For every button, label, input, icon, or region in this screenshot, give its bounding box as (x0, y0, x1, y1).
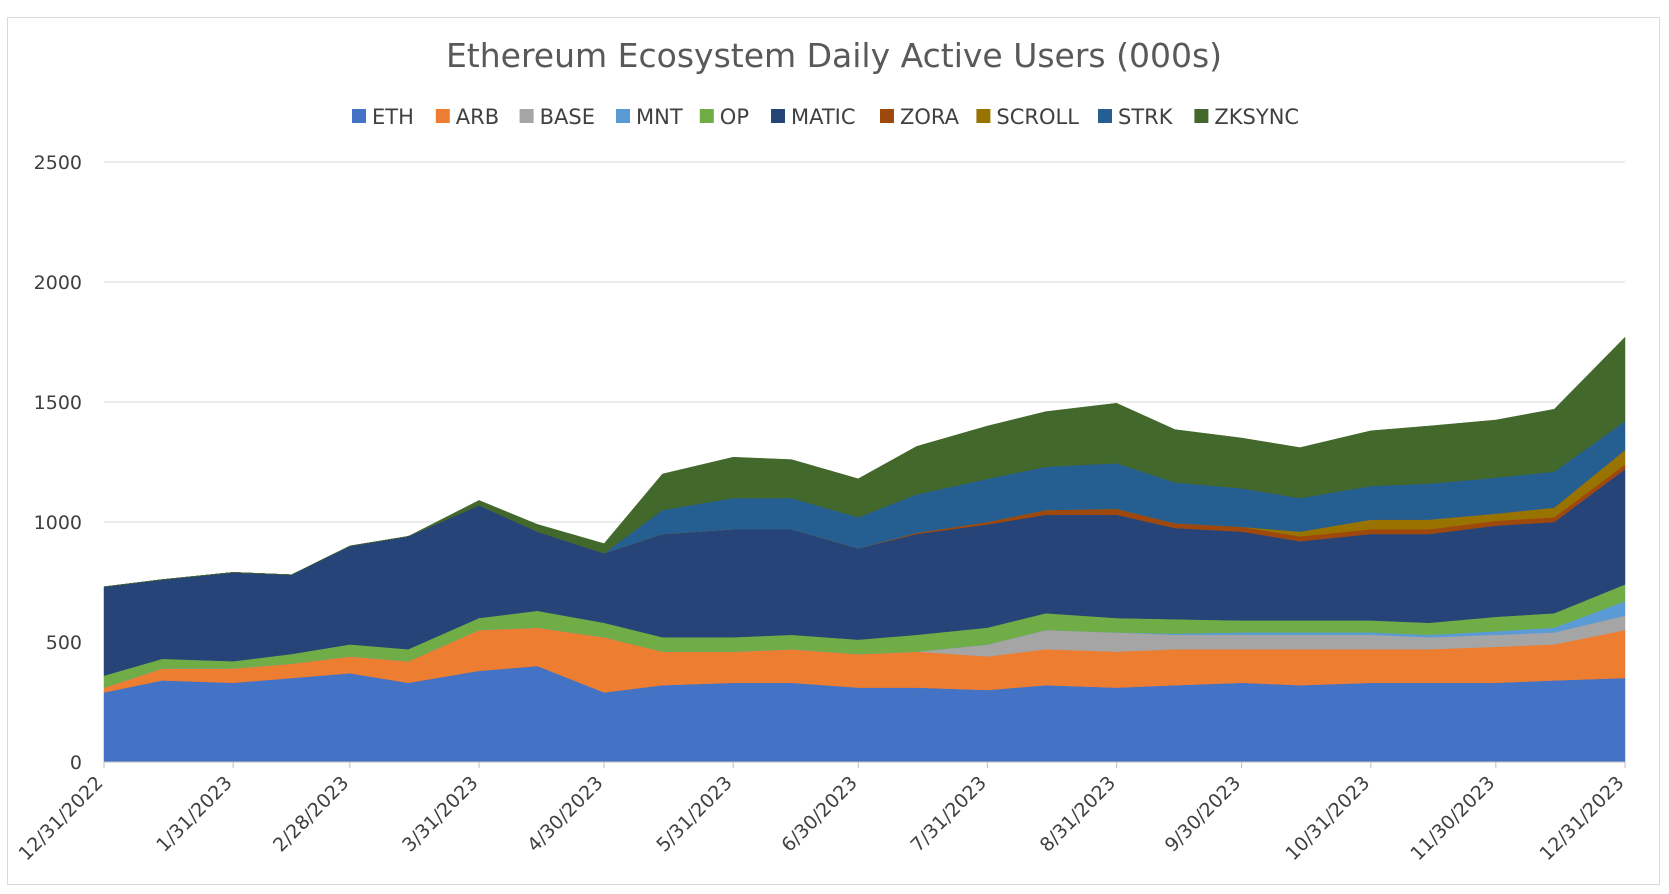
y-tick-label: 2000 (34, 272, 82, 294)
x-tick-label: 12/31/2023 (1536, 772, 1629, 865)
y-tick-label: 0 (70, 752, 82, 774)
x-tick-label: 9/30/2023 (1161, 772, 1245, 856)
axes: 12/31/2022 1/31/2023 2/28/2023 3/31/2023 4/3… (15, 761, 1629, 865)
x-tick-label: 3/31/2023 (398, 772, 482, 856)
legend-swatch-mnt (616, 109, 630, 123)
legend-label-matic: MATIC (791, 105, 856, 129)
chart-title: Ethereum Ecosystem Daily Active Users (0… (446, 36, 1222, 75)
legend-swatch-base (519, 109, 534, 123)
legend-label-base: BASE (540, 105, 595, 129)
legend-swatch-matic (771, 109, 785, 123)
legend-swatch-zora (880, 109, 894, 123)
legend-swatch-strk (1098, 109, 1112, 123)
legend-label-scroll: SCROLL (996, 105, 1079, 129)
legend-swatch-arb (435, 109, 450, 123)
legend-label-strk: STRK (1118, 105, 1174, 129)
legend-label-zksync: ZKSYNC (1214, 105, 1299, 129)
legend-swatch-eth (352, 109, 366, 123)
x-tick-label: 6/30/2023 (777, 772, 861, 856)
x-tick-label: 12/31/2022 (15, 772, 108, 865)
y-tick-label: 500 (46, 632, 82, 654)
stacked-areas (103, 336, 1626, 763)
x-tick-label: 8/31/2023 (1036, 772, 1120, 856)
legend-swatch-scroll (976, 109, 991, 123)
y-tick-label: 2500 (34, 152, 82, 174)
legend-label-zora: ZORA (900, 105, 960, 129)
legend-swatch-op (699, 109, 714, 123)
y-tick-label: 1500 (34, 392, 82, 414)
x-tick-label: 2/28/2023 (269, 772, 353, 856)
series-area-zksync (103, 336, 1626, 588)
chart-legend: ETH ARB BASE MNT OP MATIC ZORA SCROLL STRK ZKSYNC (352, 105, 1299, 129)
x-tick-label: 10/31/2023 (1281, 772, 1374, 865)
legend-label-mnt: MNT (636, 105, 683, 129)
legend-swatch-zksync (1194, 109, 1209, 123)
x-tick-label: 1/31/2023 (152, 772, 236, 856)
legend-label-arb: ARB (456, 105, 499, 129)
y-tick-label: 1000 (34, 512, 82, 534)
chart-frame (7, 17, 1660, 885)
legend-label-eth: ETH (372, 105, 414, 129)
x-tick-label: 11/30/2023 (1406, 772, 1499, 865)
x-tick-label: 5/31/2023 (652, 772, 736, 856)
x-tick-label: 4/30/2023 (523, 772, 607, 856)
legend-label-op: OP (720, 105, 749, 129)
x-tick-label: 7/31/2023 (907, 772, 991, 856)
